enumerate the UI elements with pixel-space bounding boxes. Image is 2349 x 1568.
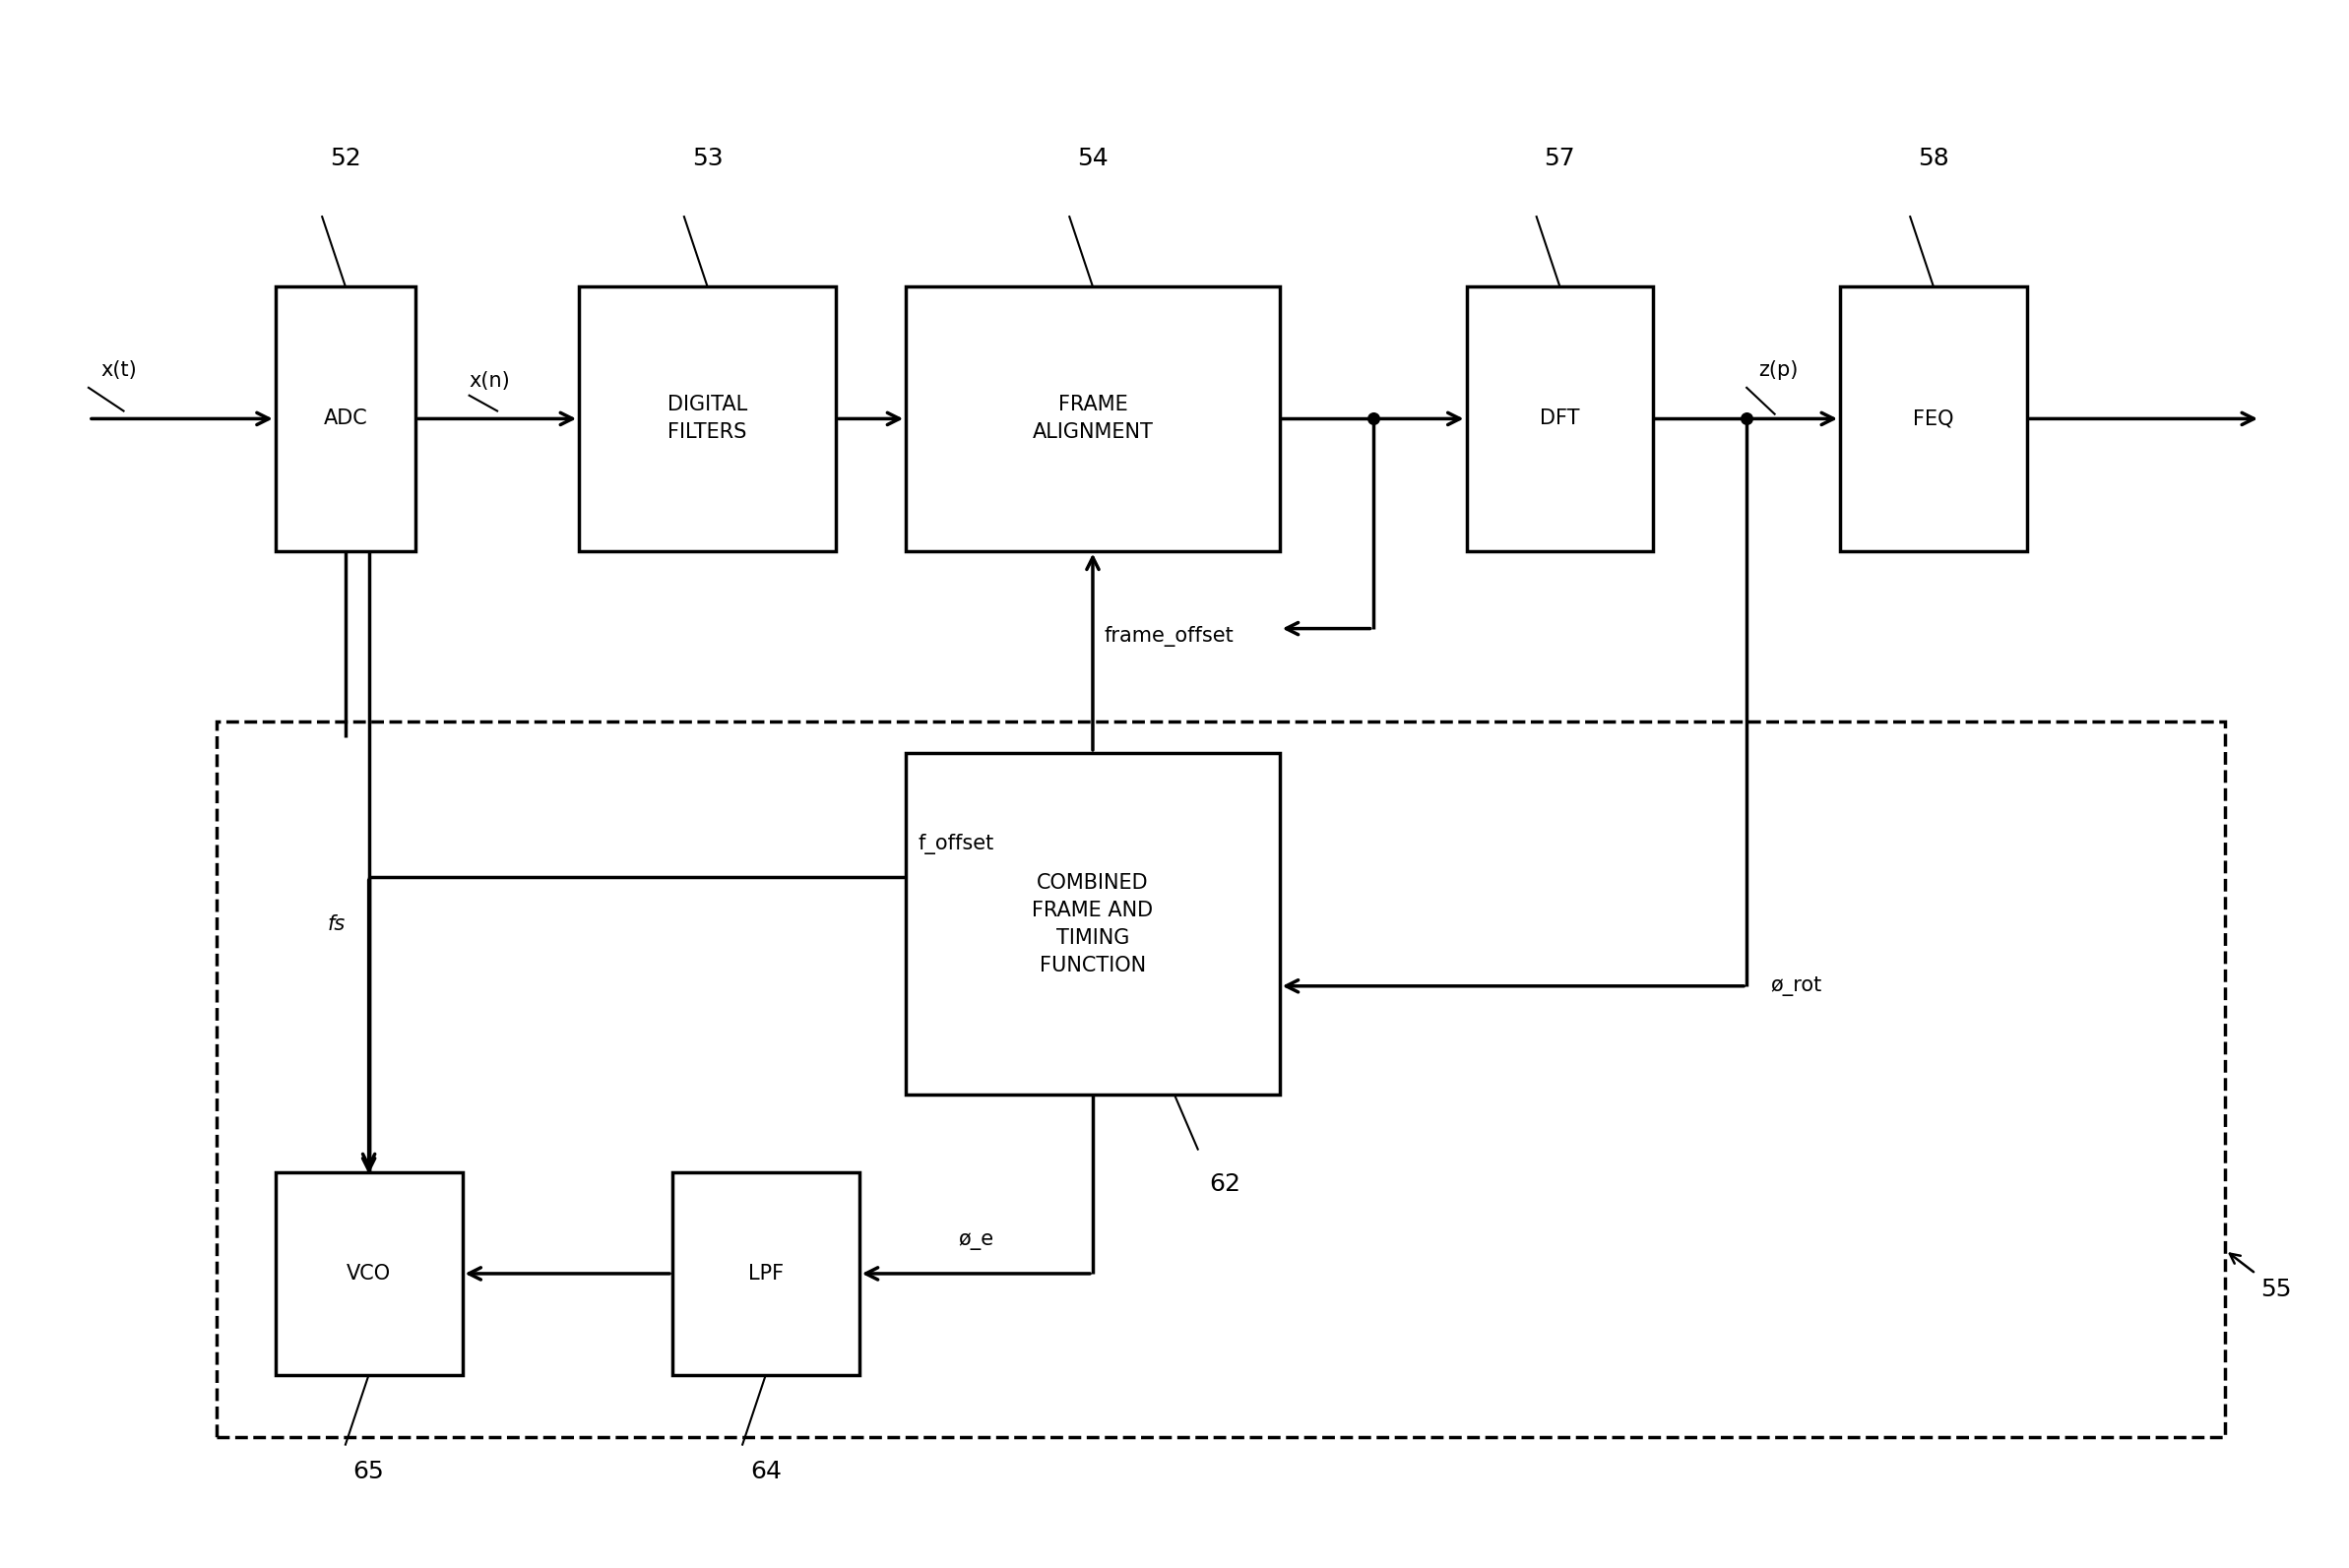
Bar (1839, 287, 2027, 550)
Text: 55: 55 (2260, 1278, 2290, 1301)
Text: COMBINED
FRAME AND
TIMING
FUNCTION: COMBINED FRAME AND TIMING FUNCTION (1031, 873, 1153, 975)
Text: ø_rot: ø_rot (1771, 977, 1820, 996)
Point (1355, 406, 1393, 431)
Text: 64: 64 (749, 1460, 782, 1483)
Bar (907, 753, 1280, 1094)
Text: FEQ: FEQ (1912, 409, 1954, 428)
Text: FRAME
ALIGNMENT: FRAME ALIGNMENT (1031, 395, 1153, 442)
Bar (672, 1173, 860, 1375)
Text: 57: 57 (1543, 146, 1576, 169)
Point (1729, 406, 1766, 431)
Text: 58: 58 (1917, 146, 1950, 169)
Bar (578, 287, 836, 550)
Text: LPF: LPF (747, 1264, 785, 1284)
Bar (1466, 287, 1654, 550)
Text: x(t): x(t) (101, 361, 136, 379)
Bar (216, 721, 2225, 1436)
Text: 52: 52 (329, 146, 362, 169)
Text: 62: 62 (1210, 1173, 1240, 1196)
Text: ADC: ADC (324, 409, 366, 428)
Text: DIGITAL
FILTERS: DIGITAL FILTERS (667, 395, 747, 442)
Text: 65: 65 (352, 1460, 385, 1483)
Text: 53: 53 (693, 146, 723, 169)
Text: frame_offset: frame_offset (1104, 626, 1233, 646)
Text: VCO: VCO (348, 1264, 390, 1284)
Bar (275, 287, 416, 550)
Text: 54: 54 (1078, 146, 1109, 169)
Text: f_offset: f_offset (918, 833, 994, 855)
Text: fs: fs (327, 914, 345, 933)
Bar (275, 1173, 463, 1375)
Text: ø_e: ø_e (958, 1231, 994, 1250)
Text: DFT: DFT (1541, 409, 1581, 428)
Text: z(p): z(p) (1759, 361, 1797, 379)
Bar (907, 287, 1280, 550)
Text: x(n): x(n) (470, 372, 510, 390)
